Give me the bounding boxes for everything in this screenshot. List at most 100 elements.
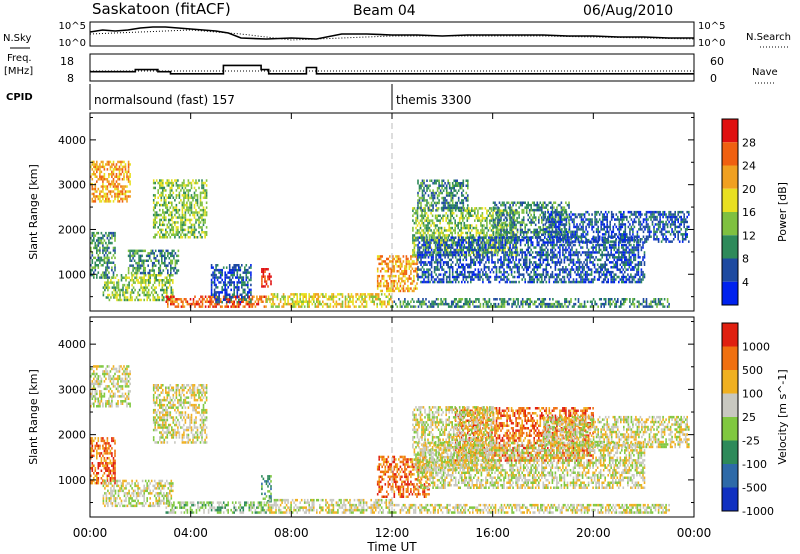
power-cell: [405, 255, 408, 258]
power-cell: [426, 280, 428, 284]
power-cell: [423, 280, 425, 284]
power-cell: [420, 258, 422, 262]
power-cell: [421, 238, 424, 242]
power-cell: [555, 225, 557, 229]
power-cell: [94, 200, 97, 203]
power-cell: [678, 240, 681, 243]
power-cell: [218, 300, 220, 304]
power-cell: [196, 201, 199, 204]
power-cell: [377, 298, 380, 301]
power-cell: [244, 266, 246, 269]
power-cell: [435, 256, 437, 259]
power-cell: [253, 295, 255, 298]
power-cell: [445, 236, 447, 240]
power-cell: [138, 259, 140, 262]
power-cell: [99, 239, 101, 242]
power-cell: [181, 228, 184, 232]
power-cell: [126, 200, 128, 203]
power-cell: [117, 283, 120, 287]
power-cell: [144, 259, 146, 262]
power-cell: [201, 295, 204, 298]
power-cell: [160, 274, 162, 277]
power-cell: [654, 215, 657, 219]
power-cell: [432, 194, 434, 197]
power-cell: [225, 276, 228, 279]
power-cell: [524, 223, 526, 227]
power-cell: [169, 296, 171, 299]
power-cell: [439, 256, 442, 259]
power-cell: [297, 305, 300, 308]
power-cell: [404, 289, 406, 293]
power-cell: [610, 240, 613, 243]
power-cell: [376, 295, 378, 298]
power-cell: [610, 218, 613, 221]
power-cell: [158, 259, 160, 262]
power-cell: [610, 230, 613, 234]
power-cell: [123, 296, 126, 299]
power-cell: [235, 268, 237, 272]
power-cell: [525, 203, 528, 207]
power-cell: [238, 288, 240, 292]
power-cell: [169, 223, 172, 227]
power-cell: [105, 276, 108, 279]
power-cell: [377, 293, 380, 296]
power-cell: [645, 218, 648, 221]
power-cell: [509, 226, 511, 229]
power-cell: [515, 226, 517, 229]
power-cell: [93, 266, 95, 269]
power-cell: [97, 264, 100, 267]
power-cell: [410, 255, 412, 258]
power-cell: [458, 229, 461, 232]
power-cell: [138, 249, 140, 253]
power-cell: [614, 223, 616, 226]
power-cell: [475, 224, 478, 227]
power-cell: [192, 233, 194, 236]
power-cell: [474, 248, 477, 252]
power-cell: [113, 283, 115, 287]
power-cell: [657, 210, 660, 214]
power-cell: [483, 236, 486, 239]
power-cell: [446, 234, 449, 237]
power-cell: [551, 233, 554, 236]
power-cell: [168, 179, 170, 182]
power-cell: [527, 231, 529, 234]
power-cell: [490, 224, 493, 227]
power-cell: [427, 246, 430, 249]
power-cell: [506, 228, 508, 232]
power-cell: [90, 182, 92, 186]
power-cell: [441, 196, 443, 200]
power-cell: [456, 206, 458, 210]
power-cell: [353, 305, 356, 308]
power-cell: [184, 233, 187, 236]
power-cell: [425, 244, 428, 247]
freq-tick-bottom: 8: [67, 72, 74, 85]
power-cell: [117, 185, 119, 188]
power-cell: [570, 210, 572, 214]
power-cell: [245, 302, 248, 306]
power-cell: [614, 235, 616, 238]
power-cell: [656, 215, 658, 219]
power-cell: [498, 213, 501, 217]
power-cell: [642, 218, 645, 221]
power-cell: [162, 184, 164, 187]
power-cell: [102, 180, 104, 183]
power-cell: [632, 213, 634, 216]
power-cell: [387, 284, 390, 288]
power-cell: [153, 264, 155, 267]
power-cell: [199, 216, 202, 219]
power-cell: [378, 284, 380, 288]
power-cell: [97, 241, 100, 245]
power-cell: [158, 281, 161, 284]
power-cell: [684, 228, 687, 231]
power-cell: [503, 218, 505, 222]
power-cell: [458, 216, 461, 220]
power-cell: [404, 270, 406, 273]
power-cell: [194, 295, 196, 298]
power-cell: [574, 225, 577, 229]
power-cell: [222, 283, 225, 287]
power-cell: [413, 289, 415, 293]
power-cell: [495, 249, 497, 252]
power-cell: [169, 213, 172, 217]
power-cell: [456, 278, 458, 281]
power-cell: [641, 228, 643, 231]
